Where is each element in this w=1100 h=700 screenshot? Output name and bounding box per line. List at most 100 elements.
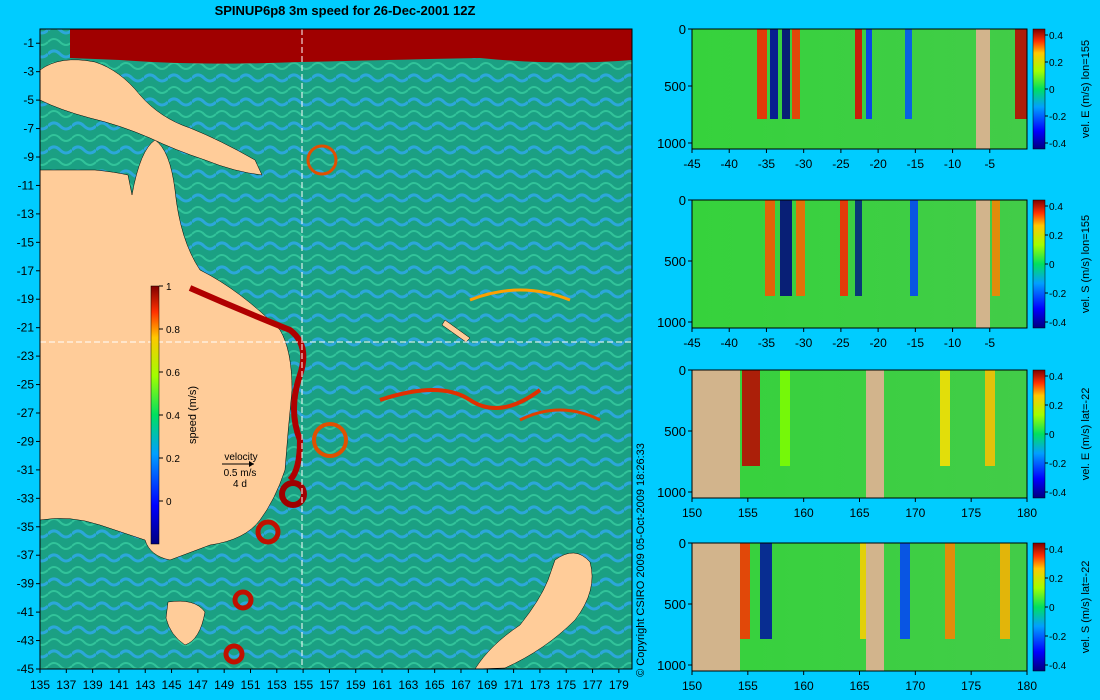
section-panel: -45 -40 -35 -30 -25 -20 -15 -10 -5 0 500 1000 0.4 0.2…	[657, 193, 1092, 350]
section-land	[866, 543, 884, 671]
x-tick-label: 150	[682, 506, 702, 520]
x-tick-label: -5	[984, 336, 995, 350]
y-tick-label: -35	[17, 520, 35, 534]
velocity-band	[1000, 543, 1010, 639]
velocity-band	[780, 200, 792, 296]
velocity-band	[757, 29, 767, 119]
colorbar-tick-label: 0.4	[1049, 372, 1063, 383]
section-land	[976, 29, 990, 149]
x-tick-label: -15	[907, 336, 925, 350]
x-tick-label: 137	[56, 678, 76, 692]
y-tick-label: 0	[679, 193, 686, 208]
velocity-band	[860, 543, 866, 639]
colorbar-tick-label: 0.2	[1049, 574, 1063, 585]
section-land	[692, 370, 740, 498]
y-tick-label: 1000	[657, 315, 686, 330]
velocity-band	[910, 200, 918, 296]
colorbar-tick-label: 0	[166, 497, 172, 508]
section-land	[866, 370, 884, 498]
x-tick-label: 160	[794, 506, 814, 520]
y-tick-label: -39	[17, 577, 35, 591]
section-colorbar	[1032, 542, 1046, 672]
x-tick-label: -35	[758, 336, 776, 350]
x-tick-label: 135	[30, 678, 50, 692]
y-tick-label: 500	[664, 254, 686, 269]
colorbar-tick-label: 0.4	[166, 411, 180, 422]
east-australian-current	[188, 285, 307, 483]
arrow-head-icon	[249, 461, 254, 467]
velocity-band	[740, 543, 750, 639]
equatorial-jet	[70, 29, 632, 64]
x-tick-label: 175	[961, 679, 981, 693]
colorbar-tick-label: -0.4	[1049, 661, 1067, 672]
eddy	[223, 643, 245, 665]
y-tick-label: -9	[23, 150, 34, 164]
y-tick-label: 1000	[657, 136, 686, 151]
x-tick-label: 149	[214, 678, 234, 692]
velocity-band	[985, 370, 995, 466]
x-tick-label: 145	[162, 678, 182, 692]
y-tick-label: -25	[17, 378, 35, 392]
colorbar-tick-label: 0	[1049, 430, 1055, 441]
x-tick-label: 143	[135, 678, 155, 692]
x-tick-label: 165	[425, 678, 445, 692]
y-tick-label: -17	[17, 264, 35, 278]
y-tick-label: -3	[23, 65, 34, 79]
colorbar-label: speed (m/s)	[187, 386, 199, 444]
section-panels: -45 -40 -35 -30 -25 -20 -15 -10 -5 0 500 1000 0.4 0.2…	[657, 22, 1092, 693]
map-frame	[39, 28, 633, 670]
section-panel: -45 -40 -35 -30 -25 -20 -15 -10 -5 0 500 1000 0.4 0.2…	[657, 22, 1092, 171]
y-tick-label: -31	[17, 463, 35, 477]
x-tick-label: 163	[398, 678, 418, 692]
speed-colorbar: 1 0.8 0.6 0.4 0.2 0 speed (m/s)	[150, 282, 199, 545]
colorbar-tick-label: 0	[1049, 85, 1055, 96]
velocity-band	[796, 200, 805, 296]
velocity-band	[760, 543, 772, 639]
velocity-band	[992, 200, 1000, 296]
y-tick-label: -29	[17, 434, 35, 448]
x-tick-label: 147	[188, 678, 208, 692]
colorbar-tick-label: 0.2	[1049, 401, 1063, 412]
y-tick-label: -19	[17, 292, 35, 306]
colorbar-tick-label: 0.6	[166, 368, 180, 379]
y-tick-label: 0	[679, 536, 686, 551]
x-tick-label: -35	[758, 157, 776, 171]
current-filament	[379, 388, 542, 410]
velocity-band	[855, 200, 862, 296]
x-tick-label: 177	[583, 678, 603, 692]
section-ylabel: vel. E (m/s) lat=-22	[1080, 388, 1092, 481]
current-filament	[469, 288, 571, 302]
x-tick-label: 159	[346, 678, 366, 692]
x-tick-label: -30	[795, 157, 813, 171]
y-tick-label: -37	[17, 548, 35, 562]
y-tick-label: -43	[17, 634, 35, 648]
colorbar-tick-label: 0	[1049, 260, 1055, 271]
section-ylabel: vel. S (m/s) lat=-22	[1080, 561, 1092, 654]
colorbar-tick-label: 0.4	[1049, 202, 1063, 213]
x-tick-label: -40	[721, 336, 739, 350]
y-tick-label: -7	[23, 122, 34, 136]
x-tick-label: -10	[944, 157, 962, 171]
x-tick-label: 167	[451, 678, 471, 692]
section-frame	[691, 199, 1028, 329]
y-tick-label: -41	[17, 605, 35, 619]
x-tick-label: -25	[832, 336, 850, 350]
x-tick-label: 151	[240, 678, 260, 692]
velocity-band	[1015, 29, 1027, 119]
x-tick-label: -10	[944, 336, 962, 350]
eddy	[306, 144, 338, 176]
colorbar-tick-label: 1	[166, 282, 172, 293]
colorbar-tick-label: -0.4	[1049, 318, 1067, 329]
colorbar-tick-label: 0.2	[1049, 231, 1063, 242]
x-tick-label: -40	[721, 157, 739, 171]
x-tick-label: 155	[738, 679, 758, 693]
section-panel: 150 155 160 165 170 175 180 0 500 1000 0.4 0.2 0 -0.2…	[657, 363, 1092, 520]
x-tick-label: -45	[683, 157, 701, 171]
land-new-guinea	[39, 59, 263, 176]
y-tick-label: 0	[679, 22, 686, 37]
x-tick-label: 153	[267, 678, 287, 692]
x-tick-label: 161	[372, 678, 392, 692]
section-land	[976, 200, 990, 328]
x-tick-label: 170	[905, 679, 925, 693]
